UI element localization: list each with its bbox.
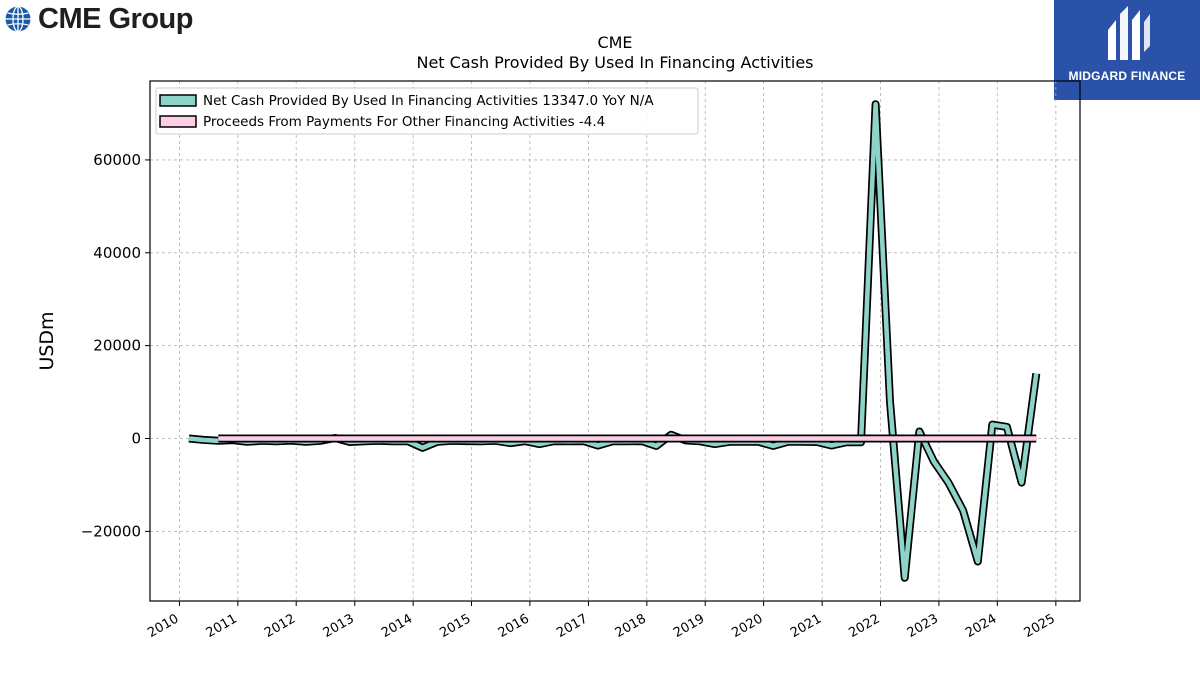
cme-group-name: CME Group <box>38 2 194 35</box>
x-tick-label: 2016 <box>496 611 532 641</box>
x-tick-label: 2025 <box>1022 611 1058 641</box>
x-tick-label: 2024 <box>963 611 999 641</box>
chart-subtitle: Net Cash Provided By Used In Financing A… <box>416 53 813 72</box>
x-tick-label: 2020 <box>729 611 765 641</box>
series-1 <box>188 100 1041 582</box>
x-tick-label: 2022 <box>846 611 882 641</box>
legend: Net Cash Provided By Used In Financing A… <box>155 87 699 135</box>
x-tick-label: 2021 <box>788 611 824 641</box>
globe-icon <box>5 5 31 33</box>
x-tick-label: 2012 <box>262 611 298 641</box>
x-tick-label: 2015 <box>437 611 473 641</box>
plot-frame <box>149 80 1081 602</box>
midgard-finance-name: MIDGARD FINANCE <box>1068 69 1186 83</box>
x-axis: 2010 2011 2012 2013 2014 2015 2016 2017 2018 2019… <box>145 601 1058 641</box>
y-tick-label: 0 <box>131 430 141 448</box>
x-tick-label: 2017 <box>554 611 590 641</box>
grid-lines <box>150 81 1080 601</box>
y-tick-label: 40000 <box>93 244 141 262</box>
y-tick-label: 60000 <box>93 151 141 169</box>
y-axis: −20000 0 20000 40000 60000 <box>81 151 150 540</box>
x-tick-label: 2018 <box>613 611 649 641</box>
x-tick-label: 2014 <box>379 611 415 641</box>
y-axis-label: USDm <box>36 311 58 370</box>
midgard-logo-icon <box>1108 6 1150 60</box>
cme-group-logo: CME Group <box>4 2 194 36</box>
series-layer <box>188 100 1041 582</box>
x-tick-label: 2023 <box>905 611 941 641</box>
legend-box <box>155 87 699 135</box>
legend-entry: Proceeds From Payments For Other Financi… <box>203 114 605 130</box>
y-tick-label: 20000 <box>93 337 141 355</box>
series-outline <box>188 100 1041 582</box>
legend-swatch <box>159 115 197 128</box>
x-tick-label: 2011 <box>204 611 240 641</box>
x-tick-label: 2013 <box>321 611 357 641</box>
y-tick-label: −20000 <box>81 522 141 540</box>
x-tick-label: 2019 <box>671 611 707 641</box>
legend-entry: Net Cash Provided By Used In Financing A… <box>203 93 654 109</box>
x-tick-label: 2010 <box>145 611 181 641</box>
chart-title: CME <box>597 33 632 52</box>
legend-swatch <box>159 94 197 107</box>
midgard-finance-logo: MIDGARD FINANCE <box>1054 0 1200 100</box>
